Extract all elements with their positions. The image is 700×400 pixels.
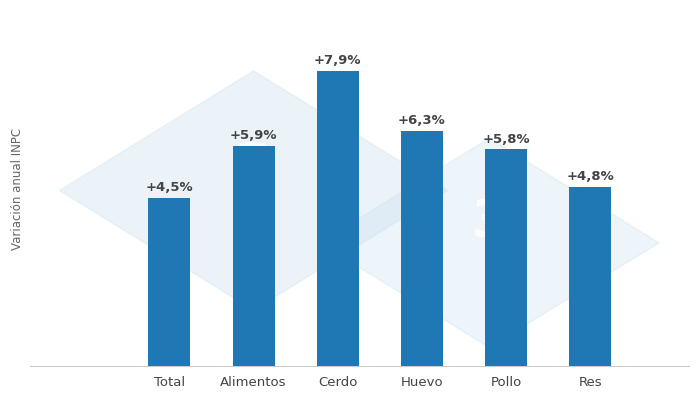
Text: +4,5%: +4,5% <box>146 181 193 194</box>
Polygon shape <box>60 71 447 310</box>
Polygon shape <box>319 138 659 348</box>
Text: +5,8%: +5,8% <box>482 133 530 146</box>
Bar <box>569 187 611 366</box>
Text: 3: 3 <box>472 199 507 249</box>
Text: +4,8%: +4,8% <box>566 170 614 183</box>
Text: +6,3%: +6,3% <box>398 114 446 127</box>
Y-axis label: Variación anual INPC: Variación anual INPC <box>11 128 24 250</box>
Bar <box>485 149 527 366</box>
Text: +7,9%: +7,9% <box>314 54 361 67</box>
Text: 3: 3 <box>233 140 274 198</box>
Text: +5,9%: +5,9% <box>230 129 277 142</box>
Bar <box>316 71 359 366</box>
Bar <box>401 131 443 366</box>
Bar <box>148 198 190 366</box>
Bar <box>232 146 274 366</box>
